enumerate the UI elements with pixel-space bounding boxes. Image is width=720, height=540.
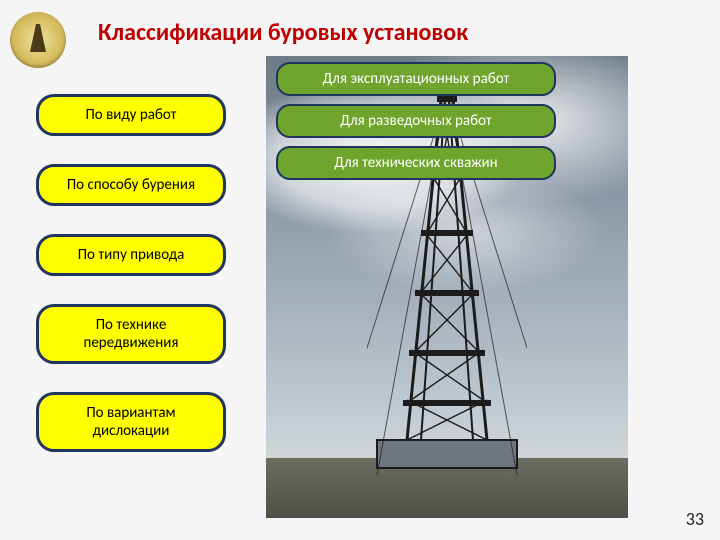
pill-label: По технике передвижения [49,316,213,352]
category-list: По виду работ По способу бурения По типу… [36,94,226,452]
page-number: 33 [686,508,704,530]
pill-label: По виду работ [85,106,176,124]
logo-circle [10,12,66,68]
pill-label: По способу бурения [67,176,195,194]
subcategory-list: Для эксплуатационных работ Для разведочн… [276,62,556,180]
subcat-technical: Для технических скважин [276,146,556,180]
subcat-exploration: Для разведочных работ [276,104,556,138]
department-logo [10,12,66,68]
category-by-work-type: По виду работ [36,94,226,136]
pill-label: По типу привода [78,246,185,264]
category-by-dislocation: По вариантам дислокации [36,392,226,452]
pill-label: По вариантам дислокации [49,404,213,440]
pill-label: Для технических скважин [334,154,497,172]
category-by-movement: По технике передвижения [36,304,226,364]
category-by-drive-type: По типу привода [36,234,226,276]
pill-label: Для разведочных работ [340,112,491,130]
subcat-production: Для эксплуатационных работ [276,62,556,96]
slide-title: Классификации буровых установок [98,18,468,47]
logo-derrick-icon [30,24,46,52]
pill-label: Для эксплуатационных работ [323,70,510,88]
category-by-drilling-method: По способу бурения [36,164,226,206]
